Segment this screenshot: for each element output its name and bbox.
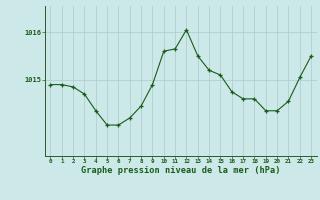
X-axis label: Graphe pression niveau de la mer (hPa): Graphe pression niveau de la mer (hPa) <box>81 166 281 175</box>
